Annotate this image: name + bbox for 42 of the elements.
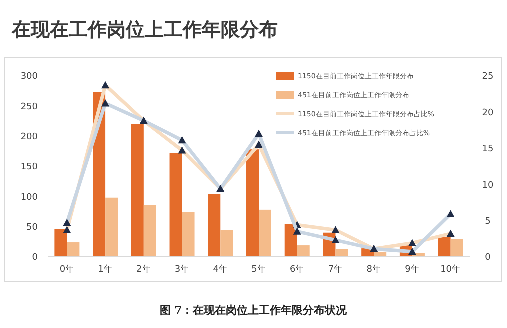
y-tick-label: 200 (20, 132, 38, 142)
x-tick-label: 6年 (290, 264, 305, 275)
x-tick-label: 0年 (60, 264, 75, 275)
bar (259, 210, 272, 257)
bar (220, 230, 234, 257)
chart-title: 在现在工作岗位上工作年限分布 (11, 19, 278, 41)
bar (374, 252, 387, 257)
bar (170, 153, 182, 257)
bar (67, 242, 80, 257)
y2-tick-label: 10 (482, 180, 494, 191)
y-tick-label: 0 (32, 253, 38, 264)
bar (438, 237, 451, 257)
bar (131, 124, 144, 257)
bar (106, 198, 118, 257)
y2-tick-label: 25 (482, 72, 494, 82)
x-tick-label: 8年 (366, 264, 382, 275)
x-tick-label: 7年 (328, 264, 344, 275)
bar (336, 249, 348, 257)
bar (182, 212, 195, 257)
y-tick-label: 250 (20, 102, 38, 112)
y2-tick-label: 0 (485, 253, 492, 264)
y-tick-label: 150 (20, 162, 38, 173)
y2-tick-label: 20 (482, 108, 494, 118)
bar (144, 205, 156, 257)
bar (450, 240, 464, 257)
x-tick-label: 3年 (174, 264, 190, 275)
x-tick-label: 10年 (440, 264, 462, 275)
bar (54, 229, 68, 257)
bar (246, 150, 259, 257)
bar (208, 194, 221, 257)
y-tick-label: 100 (20, 192, 38, 203)
caption: 图 7：在现在岗位上工作年限分布状况 (160, 304, 348, 317)
x-tick-label: 1年 (98, 264, 113, 275)
x-tick-label: 2年 (136, 264, 152, 275)
x-tick-label: 5年 (252, 264, 266, 275)
y2-tick-label: 15 (482, 144, 494, 155)
y2-tick-label: 5 (485, 216, 491, 227)
x-tick-label: 9年 (405, 264, 420, 275)
bar (297, 246, 310, 257)
x-tick-label: 4年 (213, 264, 228, 275)
y-tick-label: 300 (20, 72, 38, 82)
y-tick-label: 50 (26, 222, 38, 233)
